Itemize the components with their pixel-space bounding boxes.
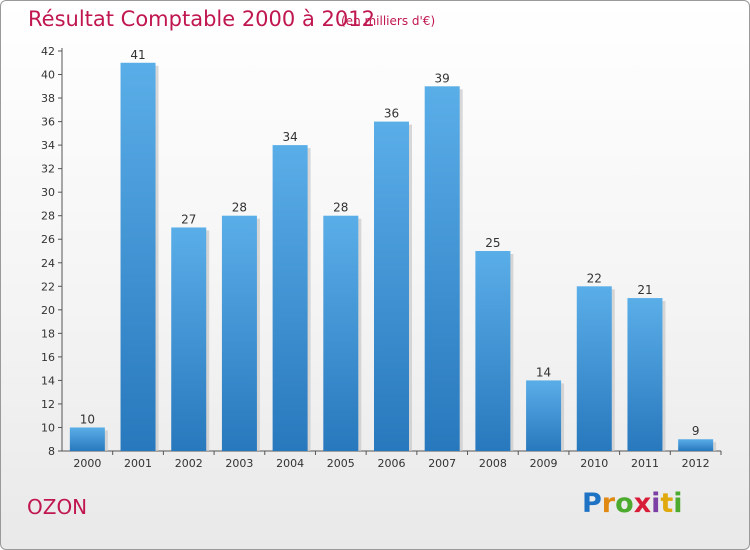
x-tick-label: 2002	[175, 457, 203, 470]
bar	[627, 298, 663, 451]
y-tick-label: 28	[41, 210, 55, 223]
x-tick-label: 2003	[225, 457, 253, 470]
y-tick-label: 22	[41, 280, 55, 293]
x-tick-label: 2010	[580, 457, 608, 470]
y-tick-label: 8	[48, 445, 55, 458]
y-tick-label: 26	[41, 233, 55, 246]
x-tick-label: 2008	[479, 457, 507, 470]
bar	[424, 86, 460, 451]
bar-value-label: 41	[130, 48, 145, 62]
proxiti-logo: Proxiti	[582, 488, 683, 519]
bar	[272, 145, 308, 451]
bar	[323, 215, 359, 451]
x-tick-label: 2011	[631, 457, 659, 470]
y-tick-label: 10	[41, 421, 55, 434]
bar	[576, 286, 612, 451]
logo-letter: P	[582, 488, 602, 519]
bar	[69, 427, 105, 451]
y-tick-label: 12	[41, 398, 55, 411]
bar-value-label: 28	[232, 201, 247, 215]
bar	[526, 380, 562, 451]
x-tick-label: 2005	[327, 457, 355, 470]
x-tick-label: 2004	[276, 457, 304, 470]
logo-letter: r	[601, 488, 616, 519]
bar-value-label: 39	[435, 71, 450, 85]
logo-letter: t	[660, 488, 674, 519]
x-tick-label: 2007	[428, 457, 456, 470]
bar-value-label: 28	[333, 201, 348, 215]
bar-value-label: 14	[536, 365, 551, 379]
y-tick-label: 18	[41, 327, 55, 340]
bar	[374, 121, 409, 452]
logo-letter: i	[673, 488, 683, 519]
y-tick-label: 14	[41, 374, 55, 387]
bar-value-label: 36	[384, 107, 399, 121]
y-tick-label: 24	[41, 257, 55, 270]
y-tick-label: 32	[41, 163, 55, 176]
chart-title: Résultat Comptable 2000 à 2012	[28, 7, 375, 31]
y-tick-label: 40	[41, 69, 55, 82]
bar-value-label: 27	[181, 212, 196, 226]
y-tick-label: 36	[41, 116, 55, 129]
x-tick-label: 2000	[73, 457, 101, 470]
y-tick-label: 20	[41, 304, 55, 317]
place-name: OZON	[27, 495, 88, 519]
y-tick-label: 30	[41, 186, 55, 199]
bar	[221, 215, 257, 451]
y-tick-label: 34	[41, 139, 55, 152]
x-tick-label: 2006	[378, 457, 406, 470]
y-tick-label: 16	[41, 351, 55, 364]
bar-value-label: 21	[637, 283, 652, 297]
bar-value-label: 25	[485, 236, 500, 250]
y-tick-label: 38	[41, 92, 55, 105]
logo-letter: x	[633, 488, 652, 519]
logo-letter: i	[651, 488, 661, 519]
x-tick-label: 2001	[124, 457, 152, 470]
bar-value-label: 22	[587, 271, 602, 285]
x-tick-label: 2012	[682, 457, 710, 470]
bar-value-label: 34	[282, 130, 297, 144]
bar	[120, 62, 156, 451]
bar-value-label: 10	[80, 412, 95, 426]
x-tick-label: 2009	[530, 457, 558, 470]
chart-subtitle: (en milliers d'€)	[341, 14, 436, 28]
logo-letter: o	[615, 488, 634, 519]
bar-value-label: 9	[692, 424, 700, 438]
bar	[475, 251, 511, 451]
y-tick-label: 42	[41, 45, 55, 58]
bar	[678, 439, 714, 451]
bar	[171, 227, 207, 451]
